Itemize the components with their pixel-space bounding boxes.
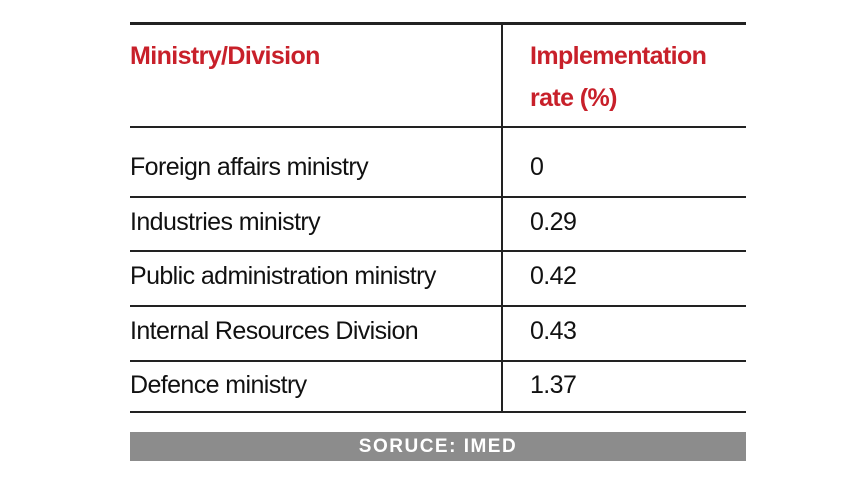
header-cell: Ministry/Division xyxy=(130,42,320,70)
table-cell: 0.29 xyxy=(530,207,577,236)
table-cell: 0 xyxy=(530,153,544,181)
table-cell: 1.37 xyxy=(530,371,577,399)
table-cell: 0.42 xyxy=(530,262,577,290)
table-cell: 0.43 xyxy=(530,316,577,345)
table-cell: Defence ministry xyxy=(130,371,307,399)
column-divider xyxy=(501,22,503,413)
row-rule xyxy=(130,250,746,252)
header-rule xyxy=(130,126,746,128)
row-rule xyxy=(130,360,746,362)
table-cell: Internal Resources Division xyxy=(130,316,419,345)
source-bar: SORUCE: IMED xyxy=(130,432,746,461)
row-rule xyxy=(130,411,746,413)
table-cell: Foreign affairs ministry xyxy=(130,153,369,181)
header-cell: Implementation rate (%) xyxy=(530,42,707,112)
table-cell: Public administration ministry xyxy=(130,262,436,290)
top-rule xyxy=(130,22,746,25)
table-cell: Industries ministry xyxy=(130,207,321,236)
table: Ministry/Division Implementation rate (%… xyxy=(130,22,746,413)
row-rule xyxy=(130,196,746,198)
row-rule xyxy=(130,305,746,307)
